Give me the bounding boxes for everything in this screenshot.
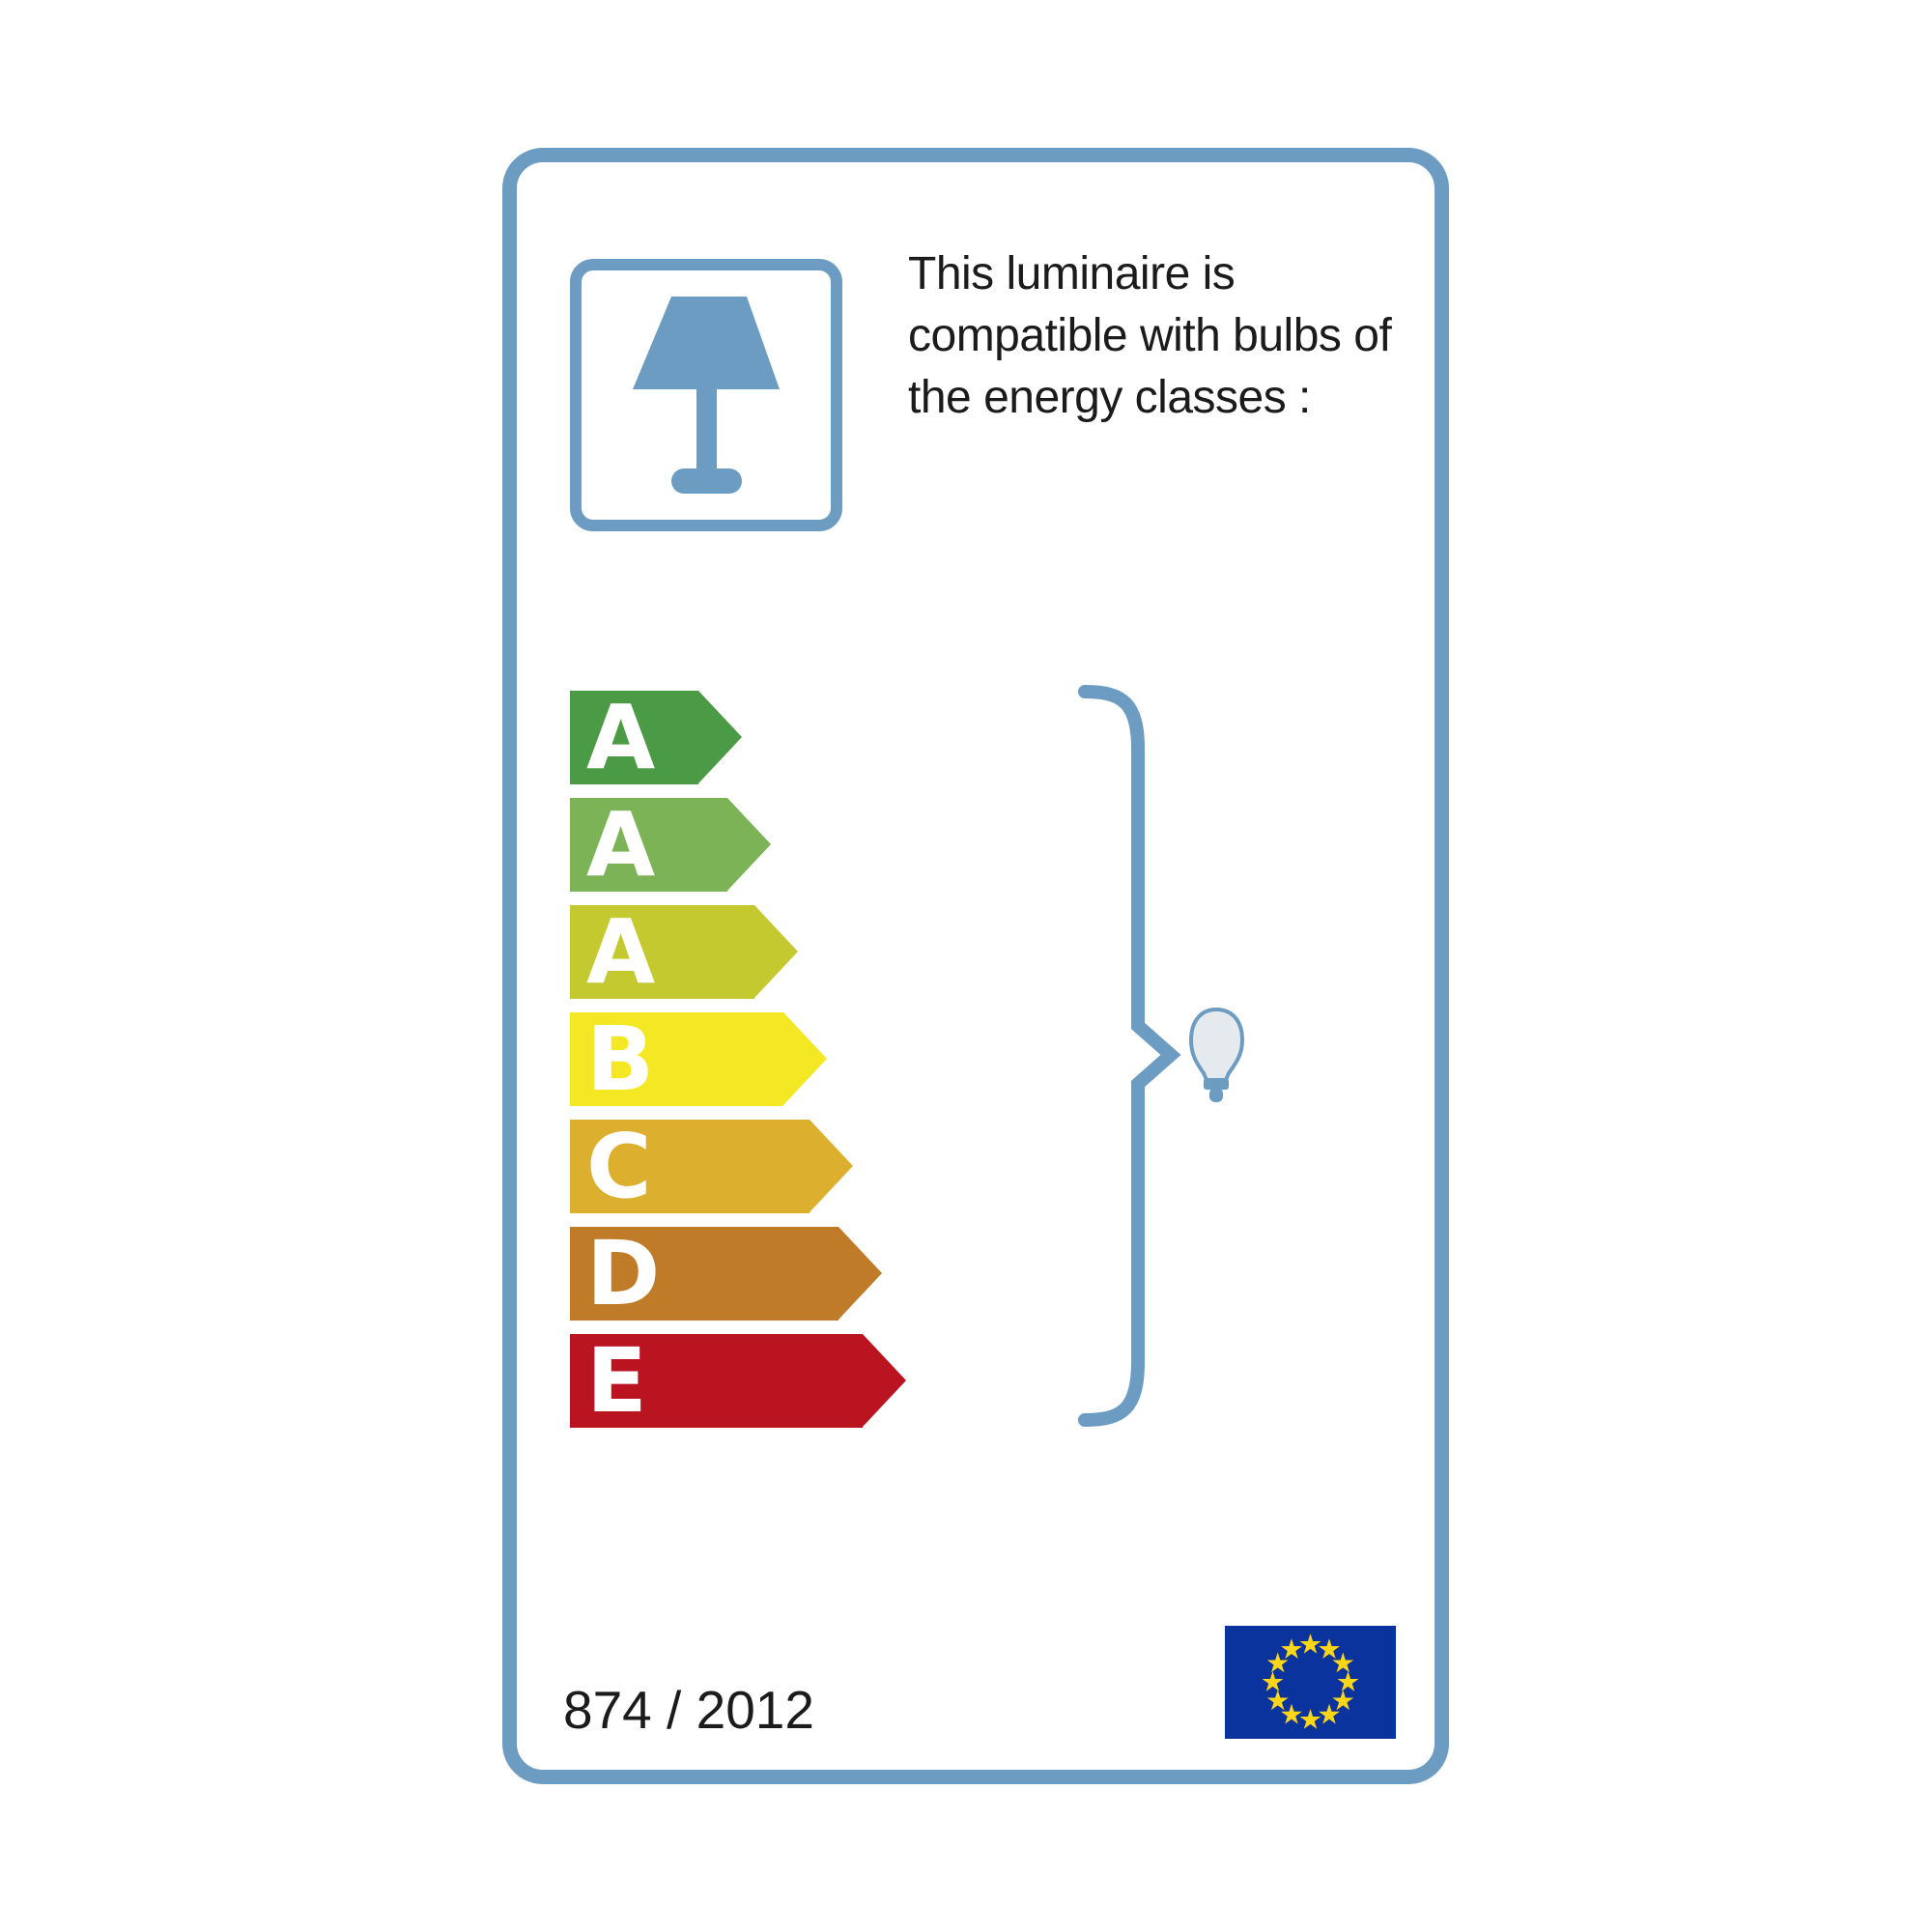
- header-line-1: This luminaire is: [908, 248, 1236, 299]
- arrow-body: A: [570, 691, 698, 784]
- header-line-2: compatible with bulbs of: [908, 310, 1392, 361]
- arrow-body: B: [570, 1012, 783, 1106]
- regulation-number: 874 / 2012: [563, 1680, 814, 1740]
- header-line-3: the energy classes :: [908, 372, 1311, 423]
- eu-flag-icon: [1225, 1626, 1396, 1739]
- energy-class-letter: D: [586, 1222, 661, 1325]
- arrow-body: E: [570, 1334, 863, 1428]
- arrow-tip: [727, 798, 771, 891]
- energy-class-letter: A: [586, 686, 656, 789]
- header-text: This luminaire is compatible with bulbs …: [908, 243, 1435, 429]
- energy-class-arrow: E: [570, 1334, 906, 1428]
- lamp-pictogram-box: [570, 259, 842, 531]
- energy-class-letter: C: [586, 1115, 652, 1218]
- energy-class-scale: A A A B C D E: [570, 691, 906, 1441]
- arrow-tip: [838, 1227, 882, 1320]
- energy-class-arrow: A: [570, 798, 771, 892]
- arrow-body: A: [570, 905, 754, 999]
- eu-flag: [1225, 1626, 1396, 1739]
- arrow-body: A: [570, 798, 727, 892]
- arrow-tip: [698, 691, 742, 783]
- energy-class-letter: A: [586, 900, 656, 1004]
- energy-class-arrow: A: [570, 905, 798, 999]
- arrow-tip: [754, 905, 798, 998]
- arrow-body: D: [570, 1227, 838, 1321]
- energy-class-arrow: B: [570, 1012, 827, 1106]
- table-lamp-icon: [633, 297, 780, 494]
- energy-class-arrow: C: [570, 1120, 853, 1213]
- arrow-tip: [810, 1120, 853, 1212]
- arrow-body: C: [570, 1120, 810, 1213]
- arrow-tip: [783, 1012, 827, 1105]
- arrow-tip: [863, 1334, 906, 1427]
- energy-class-letter: B: [586, 1008, 655, 1111]
- energy-class-arrow: A: [570, 691, 742, 784]
- energy-class-letter: A: [586, 793, 656, 896]
- energy-class-arrow: D: [570, 1227, 882, 1321]
- energy-class-letter: E: [586, 1329, 647, 1433]
